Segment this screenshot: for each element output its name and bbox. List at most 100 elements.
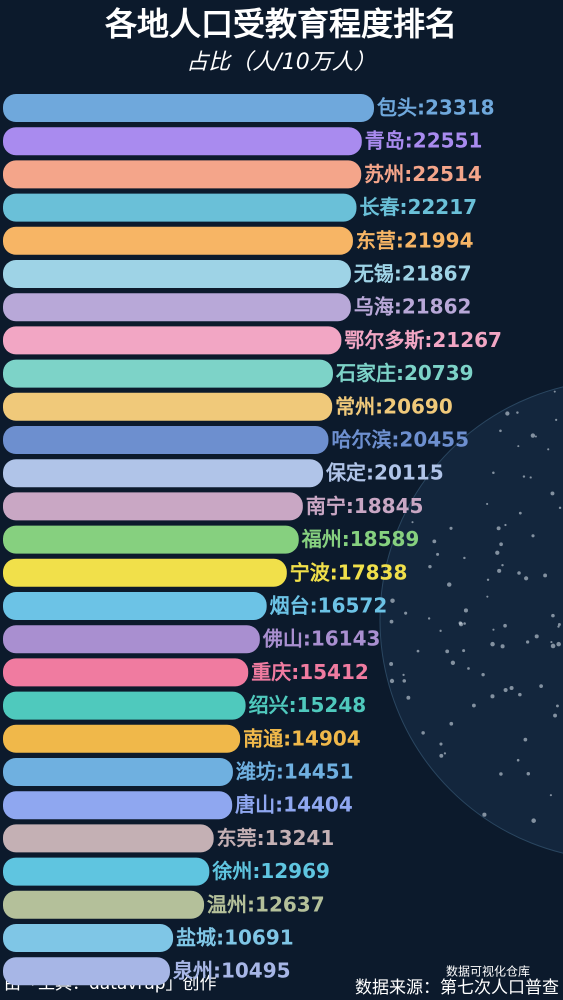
globe-dot [432,539,437,544]
value-label: 青岛:22551 [365,129,483,153]
globe-dot [406,695,411,700]
globe-dot [522,475,526,478]
globe-dot [531,534,535,538]
value-label: 徐州:12969 [211,859,330,883]
bar: 东莞 [3,824,214,853]
bar: 宁波 [3,558,287,587]
globe-dot [404,611,408,615]
value-label: 包头:23318 [377,96,495,120]
chart-title: 各地人口受教育程度排名 [105,5,457,43]
value-label: 佛山:16143 [262,627,381,651]
globe-dot [428,564,432,569]
globe-dot [551,613,555,618]
value-label: 常州:20690 [335,394,453,418]
globe-dot [439,753,444,758]
bar: 青岛 [3,127,362,156]
bar: 重庆 [3,658,249,687]
value-label: 温州:12637 [207,892,325,916]
value-label: 盐城:10691 [176,926,294,950]
globe-dot [411,521,414,524]
bar: 盐城 [3,924,174,952]
globe-dot [481,672,485,677]
globe-dot [499,542,503,547]
globe-dot [555,418,558,422]
globe-dot [529,476,532,479]
globe-dot [499,772,503,776]
bar: 哈尔滨 [3,426,329,454]
bar: 温州 [3,890,205,919]
globe-dot [492,471,495,474]
globe-dot [471,703,476,708]
globe-dot [389,661,394,666]
globe-dot [389,678,395,684]
value-label: 重庆:15412 [251,660,369,684]
globe-dot [517,445,520,448]
value-label: 东莞:13241 [217,826,335,850]
globe-dot [556,641,561,647]
globe-dot [556,704,559,708]
globe-dot [547,448,550,451]
globe-dot [462,649,466,653]
globe-dot [467,667,470,670]
bar: 无锡 [3,260,351,288]
bar: 佛山 [3,625,260,654]
globe-dot [523,737,528,742]
value-label: 宁波:17838 [290,560,408,584]
globe-dot [534,435,537,438]
globe-dot [516,411,519,414]
globe-dot [504,523,507,527]
globe-dot [530,433,536,438]
globe-dot [492,628,495,631]
globe-dot [490,694,495,699]
globe-dot [518,511,522,515]
watermark: 数据可视化仓库 [446,964,530,979]
bar: 长春 [3,193,357,222]
globe-dot [427,617,431,620]
globe-dot [449,526,453,530]
globe-dot [503,623,507,628]
bar: 唐山 [3,791,233,820]
value-label: 南通:14904 [243,726,361,750]
globe-dot [526,772,531,776]
globe-dot [439,629,442,632]
globe-dot [390,598,395,603]
globe-dot [531,818,536,823]
globe-dot [495,550,500,555]
bar: 东营 [3,226,353,255]
globe-dot [447,582,452,587]
bar: 鄂尔多斯 [3,326,342,355]
globe-dot [486,595,489,598]
value-label: 东营:21994 [356,228,474,252]
value-label: 南宁:18845 [306,494,424,518]
bar: 常州 [3,392,333,421]
globe-dot [534,634,539,639]
globe-dot [558,506,562,510]
globe-dot [505,411,510,416]
globe-dot [443,752,447,755]
globe-dot [449,721,454,726]
globe-dot [463,556,466,560]
globe-dot [499,429,502,433]
globe-dot [557,625,560,628]
value-label: 保定:20115 [325,461,444,485]
globe-dot [439,742,443,746]
globe-dot [553,713,557,718]
bar: 保定 [3,459,324,488]
value-label: 苏州:22514 [364,162,482,186]
globe-dot [486,502,489,506]
value-label: 鄂尔多斯:21267 [344,328,502,352]
globe-dot [501,563,504,567]
globe-dot [509,686,514,691]
globe-dot [497,568,502,573]
globe-dot [436,552,440,556]
value-label: 唐山:14404 [235,793,353,817]
globe-dot [550,491,555,496]
value-label: 乌海:21862 [354,295,472,319]
globe-dot [549,794,552,797]
bar: 包头 [3,94,374,122]
value-label: 无锡:21867 [354,262,472,286]
value-label: 长春:22217 [359,195,477,219]
value-label: 绍兴:15248 [249,693,367,717]
globe-dot [458,621,462,625]
chart-subtitle: 占比（人/10万人） [186,50,375,75]
